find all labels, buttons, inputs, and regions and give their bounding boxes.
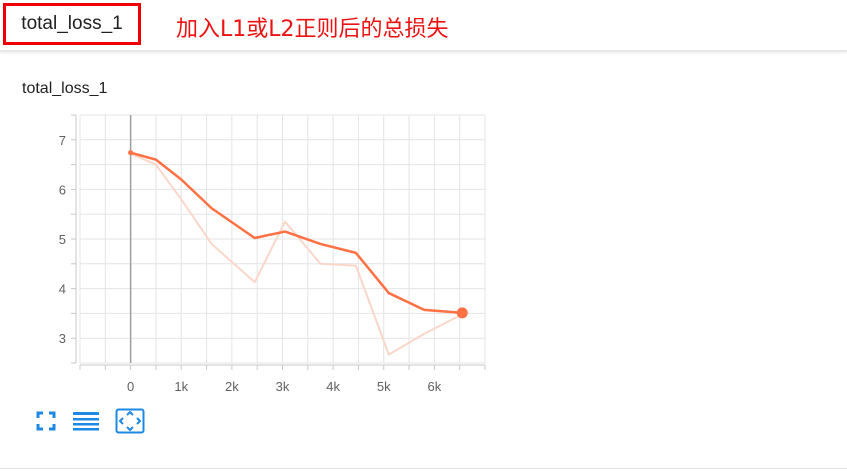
header-bar: total_loss_1 加入L1或L2正则后的总损失: [0, 0, 847, 52]
fit-domain-button[interactable]: [114, 405, 146, 437]
bottom-divider: [0, 468, 847, 469]
grid-layer: [79, 114, 486, 364]
axis-layer: [71, 114, 486, 370]
x-tick-label: 1k: [174, 379, 188, 394]
first-point-marker: [128, 150, 134, 156]
x-tick-label: 0: [127, 379, 134, 394]
y-tick-label: 7: [59, 133, 66, 148]
fullscreen-icon: [36, 411, 56, 431]
fit-domain-icon: [115, 408, 145, 434]
tick-label-layer: 0 1k 2k 3k 4k 5k 6k 3 4 5 6 7: [59, 133, 442, 394]
x-tick-label: 6k: [428, 379, 442, 394]
x-tick-label: 2k: [225, 379, 239, 394]
chart-toolbar: [30, 405, 158, 437]
card-title: total_loss_1: [22, 80, 108, 97]
annotation-text: 加入L1或L2正则后的总损失: [176, 17, 449, 42]
x-tick-label: 4k: [326, 379, 340, 394]
tag-label-box: total_loss_1: [3, 3, 141, 45]
y-tick-label: 6: [59, 182, 66, 197]
x-tick-label: 5k: [377, 379, 391, 394]
y-tick-label: 3: [59, 331, 66, 346]
y-tick-label: 4: [59, 282, 66, 297]
data-table-button[interactable]: [70, 405, 102, 437]
raw-series-line: [129, 152, 464, 356]
data-table-icon: [73, 412, 99, 431]
series-layer: [128, 150, 468, 356]
fullscreen-button[interactable]: [30, 405, 62, 437]
last-point-marker: [456, 307, 468, 319]
y-tick-label: 5: [59, 232, 66, 247]
x-tick-label: 3k: [276, 379, 290, 394]
